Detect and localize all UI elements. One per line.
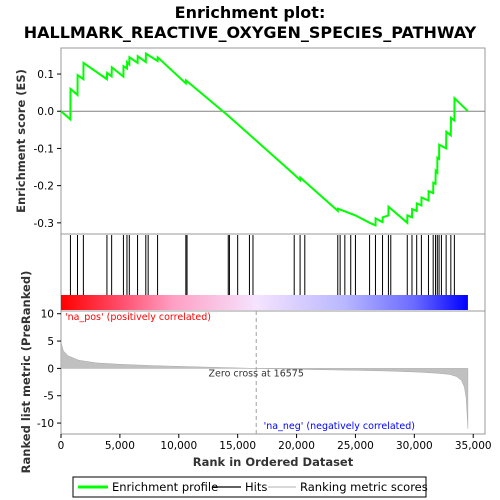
legend-label-2: Hits <box>245 480 267 494</box>
x-tick-label: 30,000 <box>396 440 433 452</box>
metric-y-axis-title: Ranked list metric (PreRanked) <box>19 271 33 474</box>
x-tick-label: 15,000 <box>219 440 256 452</box>
es-y-tick-label: 0.0 <box>37 106 54 118</box>
es-y-tick-label: -0.1 <box>34 143 55 155</box>
metric-y-tick-label: -10 <box>37 418 54 430</box>
positive-correlation-label: 'na_pos' (positively correlated) <box>65 312 211 323</box>
metric-panel-frame <box>60 310 486 435</box>
x-tick-label: 10,000 <box>160 440 197 452</box>
rank-color-bar <box>61 295 468 310</box>
es-y-tick-label: -0.2 <box>34 181 55 193</box>
es-y-axis-title: Enrichment score (ES) <box>14 69 28 213</box>
legend: Enrichment profile Hits Ranking metric sco… <box>72 476 428 498</box>
hit-markers <box>69 235 455 295</box>
es-y-axis: -0.3 -0.2 -0.1 0.0 0.1 <box>34 69 61 230</box>
ranking-metric-area <box>60 342 469 429</box>
zero-cross-label: Zero cross at 16575 <box>209 368 304 379</box>
x-tick-label: 25,000 <box>337 440 374 452</box>
metric-y-tick-label: 10 <box>41 309 54 321</box>
metric-y-tick-label: -5 <box>44 391 54 403</box>
negative-correlation-label: 'na_neg' (negatively correlated) <box>264 421 415 432</box>
es-y-tick-label: -0.3 <box>34 218 55 230</box>
x-tick-label: 20,000 <box>278 440 315 452</box>
legend-label-3: Ranking metric scores <box>300 480 428 494</box>
x-tick-label: 5,000 <box>105 440 135 452</box>
chart-title-line-1: Enrichment plot: <box>175 3 326 22</box>
x-axis-title: Rank in Ordered Dataset <box>193 455 354 469</box>
enrichment-profile-line <box>60 51 469 227</box>
x-tick-label: 35,000 <box>455 440 492 452</box>
es-y-tick-label: 0.1 <box>37 69 54 81</box>
chart-title-line-2: HALLMARK_REACTIVE_OXYGEN_SPECIES_PATHWAY <box>24 23 477 42</box>
metric-y-axis: 10 5 0 -5 -10 <box>37 309 61 430</box>
x-axis: 0 5,000 10,000 15,000 20,000 25,000 30,000 35,0… <box>58 434 492 452</box>
legend-label-1: Enrichment profile <box>112 480 218 494</box>
x-tick-label: 0 <box>58 440 65 452</box>
metric-y-tick-label: 0 <box>47 363 54 375</box>
es-panel-frame <box>60 47 486 235</box>
metric-y-tick-label: 5 <box>47 336 54 348</box>
legend-box <box>72 476 427 498</box>
